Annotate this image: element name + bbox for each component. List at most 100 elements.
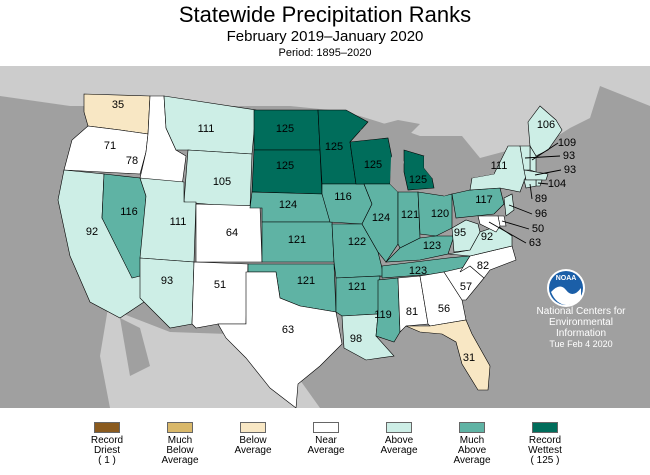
legend: Record Driest( 1 ) Much Below Average Below…: [0, 410, 650, 475]
legend-above: Above Average: [364, 422, 434, 456]
rank-label-tn: 123: [409, 265, 427, 277]
rank-label-la: 98: [350, 333, 362, 345]
credit-block: National Centers for Environmental Infor…: [521, 306, 641, 350]
map-period: Period: 1895–2020: [278, 47, 372, 59]
leader-lines: [488, 142, 562, 244]
noaa-logo-text: NOAA: [556, 275, 577, 282]
legend-record-wettest: Record Wettest( 125 ): [510, 422, 580, 466]
rank-label-ky: 123: [423, 240, 441, 252]
rank-label-ct: 89: [535, 193, 547, 205]
lake-superior: [360, 120, 420, 138]
rank-label-co: 64: [226, 227, 238, 239]
rank-label-ok: 121: [297, 275, 315, 287]
rank-label-or: 71: [104, 140, 116, 152]
rank-label-oh: 120: [431, 208, 449, 220]
state-ia: [321, 183, 373, 225]
rank-label-ks: 121: [288, 234, 306, 246]
legend-swatch: [240, 422, 266, 433]
precipitation-map: 35 71 78 111 105 92 116 111 64 93 51 125 125 124 121 12…: [0, 66, 650, 408]
rank-label-vt: 93: [563, 150, 575, 162]
rank-label-wy: 105: [213, 176, 231, 188]
rank-label-nm: 51: [214, 279, 226, 291]
rank-label-ms: 119: [374, 309, 392, 321]
state-wv: [451, 219, 481, 253]
rank-label-ne: 124: [279, 199, 297, 211]
lake-erie: [438, 182, 470, 196]
state-fl: [405, 319, 491, 391]
rank-label-mn: 125: [325, 141, 343, 153]
legend-near: Near Average: [291, 422, 361, 456]
rank-label-ma: 93: [564, 164, 576, 176]
rank-label-md: 63: [529, 237, 541, 249]
rank-label-mo: 122: [348, 236, 366, 248]
legend-record-driest: Record Driest( 1 ): [72, 422, 142, 466]
rank-label-az: 93: [161, 275, 173, 287]
rank-label-nh: 109: [558, 137, 576, 149]
rank-labels: 35 71 78 111 105 92 116 111 64 93 51 125 125 124 121 12…: [86, 99, 576, 364]
mexico: [100, 308, 320, 408]
map-header: Statewide Precipitation Ranks February 2…: [0, 0, 650, 66]
state-md: [477, 215, 501, 233]
map-subtitle: February 2019–January 2020: [226, 28, 424, 45]
legend-swatch: [386, 422, 412, 433]
leader-line-vt: [524, 155, 561, 159]
lake-michigan: [390, 146, 404, 192]
rank-label-pa: 117: [475, 194, 493, 206]
credit-date: Tue Feb 4 2020: [549, 339, 613, 349]
rank-label-ar: 121: [348, 281, 366, 293]
leader-line-ma: [534, 169, 562, 176]
legend-much-below: Much Below Average: [145, 422, 215, 466]
legend-below: Below Average: [218, 422, 288, 456]
rank-label-ia: 116: [334, 191, 352, 203]
rank-label-wv: 95: [454, 227, 466, 239]
rank-label-mi: 125: [409, 174, 427, 186]
rank-label-tx: 63: [282, 324, 294, 336]
credit-line-3: Information: [555, 328, 607, 339]
rank-label-ri: 104: [548, 178, 566, 190]
states-layer: [57, 93, 563, 408]
map-canvas: 35 71 78 111 105 92 116 111 64 93 51 125 125 124 121 12…: [0, 66, 650, 408]
rank-label-nv: 116: [120, 206, 138, 218]
legend-swatch: [459, 422, 485, 433]
canada: [0, 66, 650, 158]
state-tx: [217, 271, 343, 408]
rank-label-fl: 31: [463, 352, 475, 364]
rank-label-wa: 35: [112, 99, 124, 111]
rank-label-il: 124: [372, 212, 390, 224]
legend-swatch: [94, 422, 120, 433]
rank-label-ut: 111: [170, 216, 187, 228]
lake-huron: [424, 156, 446, 178]
legend-much-above: Much Above Average: [437, 422, 507, 466]
rank-label-in: 121: [401, 209, 419, 221]
leader-line-de: [501, 220, 530, 230]
rank-label-nj: 96: [535, 208, 547, 220]
legend-swatch: [532, 422, 558, 433]
legend-swatch: [167, 422, 193, 433]
lake-ontario: [470, 168, 494, 178]
rank-label-me: 106: [537, 119, 555, 131]
rank-label-al: 81: [406, 306, 418, 318]
state-ky: [385, 235, 455, 263]
rank-label-mt: 111: [198, 123, 215, 135]
state-ut: [139, 177, 197, 263]
state-az: [139, 257, 195, 329]
rank-label-ca: 92: [86, 226, 98, 238]
noaa-logo: NOAA: [547, 269, 585, 307]
leader-line-nj: [508, 204, 533, 215]
leader-line-ri: [537, 182, 549, 185]
state-or: [63, 125, 149, 175]
credit-line-2: Environmental: [549, 317, 613, 328]
rank-label-ga: 56: [438, 303, 450, 315]
rank-label-ny: 111: [491, 160, 508, 172]
rank-label-id: 78: [126, 155, 138, 167]
gulf-of-california: [120, 318, 150, 376]
rank-label-nd: 125: [276, 123, 294, 135]
leader-line-ct: [529, 183, 533, 200]
state-sd: [251, 149, 323, 195]
great-lakes: [360, 120, 494, 196]
state-al: [397, 275, 429, 333]
rank-label-wi: 125: [364, 159, 382, 171]
rank-label-nc: 82: [477, 260, 489, 272]
rank-label-sc: 57: [460, 281, 472, 293]
rank-label-de: 50: [532, 223, 544, 235]
